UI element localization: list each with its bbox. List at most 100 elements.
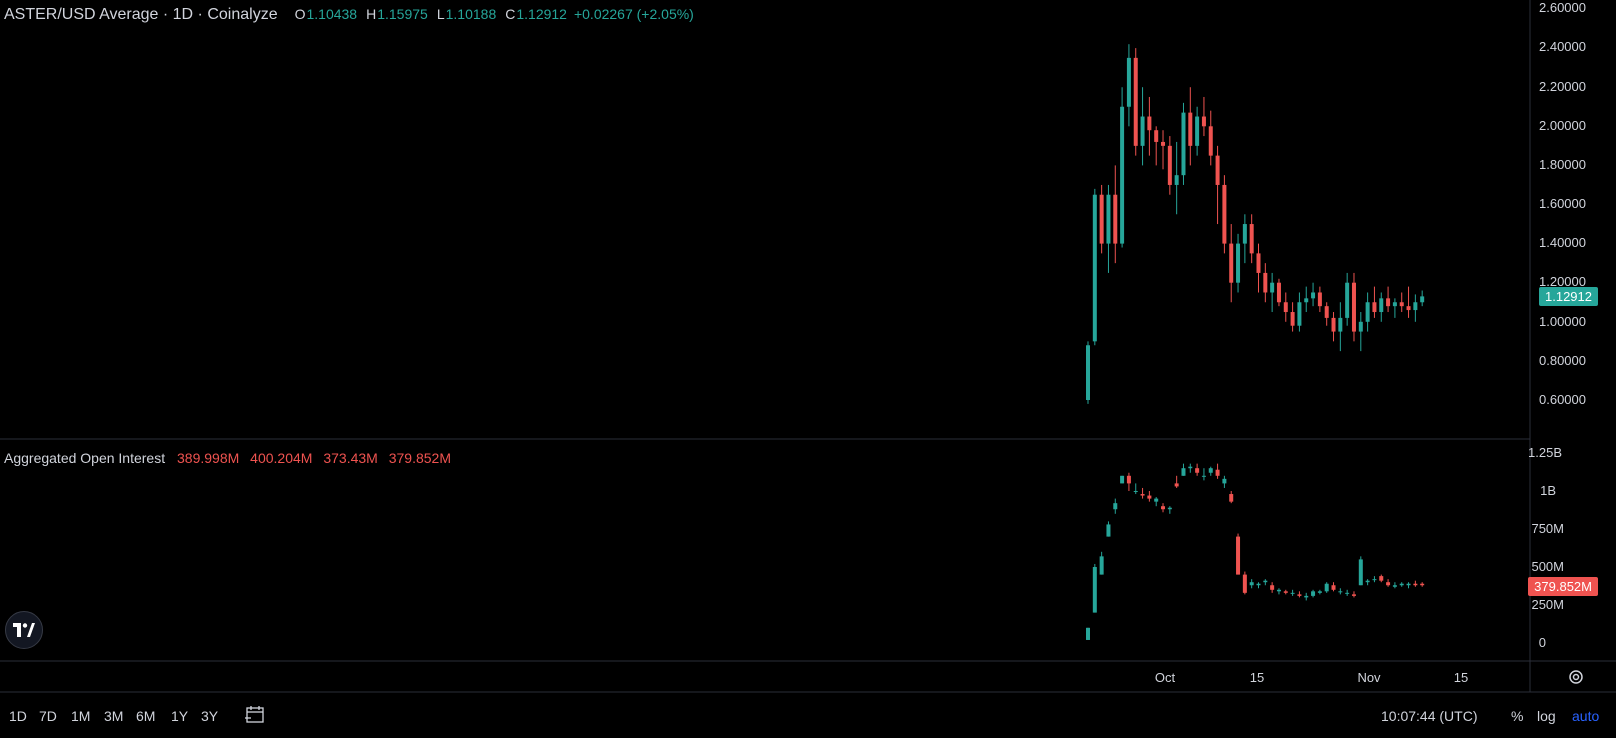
price-candle-body [1420, 296, 1425, 303]
calendar-range-icon[interactable] [244, 705, 266, 725]
range-3y-button[interactable]: 3Y [201, 708, 219, 724]
oi-candle-body [1161, 506, 1166, 510]
low-label: L [436, 6, 445, 22]
price-candle-body [1092, 194, 1097, 342]
auto-scale-toggle[interactable]: auto [1572, 708, 1600, 724]
price-candle-body [1201, 116, 1206, 127]
oi-candle-body [1222, 478, 1227, 484]
oi-candle-body [1140, 494, 1145, 496]
oi-candle-body [1290, 592, 1295, 594]
oi-candle-body [1311, 591, 1316, 596]
percent-scale-toggle[interactable]: % [1511, 708, 1524, 724]
oi-tick: 750M [1531, 521, 1564, 536]
oi-candle-body [1345, 592, 1350, 594]
price-candle-body [1215, 155, 1220, 185]
price-candle-body [1297, 302, 1302, 326]
price-candle-body [1086, 345, 1090, 400]
close-value: 1.12912 [516, 6, 567, 22]
oi-candle-body [1270, 585, 1275, 590]
price-candle-body [1276, 282, 1281, 303]
symbol-title[interactable]: ASTER/USD Average · 1D · Coinalyze [4, 6, 278, 23]
oi-tick: 0 [1538, 635, 1546, 650]
oi-low-value: 373.43M [323, 450, 378, 466]
oi-candle-body [1297, 594, 1302, 596]
price-candle-body [1229, 243, 1234, 283]
range-1d-button[interactable]: 1D [9, 708, 27, 724]
oi-candle-body [1331, 585, 1336, 590]
oi-candle-body [1317, 591, 1322, 593]
range-1y-button[interactable]: 1Y [171, 708, 189, 724]
oi-candle-body [1181, 468, 1186, 476]
oi-close-value: 379.852M [388, 450, 451, 466]
price-candle-body [1413, 302, 1418, 311]
price-tick: 0.80000 [1539, 353, 1586, 368]
price-candle-body [1133, 57, 1138, 146]
oi-title[interactable]: Aggregated Open Interest [4, 450, 166, 466]
price-candle-body [1331, 317, 1336, 332]
range-3m-button[interactable]: 3M [104, 708, 124, 724]
price-candle-body [1120, 106, 1125, 244]
price-tick: 1.00000 [1539, 314, 1586, 329]
price-candle-body [1140, 116, 1145, 146]
price-candle-body [1358, 321, 1363, 332]
gear-icon[interactable] [1568, 669, 1584, 685]
oi-candle-body [1399, 583, 1404, 586]
price-candle-body [1161, 141, 1166, 146]
price-tick: 1.20000 [1539, 274, 1586, 289]
oi-candle-body [1106, 524, 1111, 537]
oi-candle-body [1249, 582, 1254, 586]
oi-candle-body [1215, 469, 1220, 476]
price-tick: 1.80000 [1539, 157, 1586, 172]
price-candle-body [1317, 292, 1322, 307]
utc-clock[interactable]: 10:07:44 (UTC) [1381, 708, 1478, 724]
oi-candle-body [1167, 507, 1172, 510]
price-candle-body [1181, 112, 1186, 176]
oi-candle-body [1372, 579, 1377, 581]
price-candle-body [1174, 175, 1179, 185]
price-candle-body [1106, 194, 1111, 244]
price-candle-body [1263, 272, 1268, 293]
price-candle-body [1372, 302, 1377, 313]
oi-tick: 500M [1531, 559, 1564, 574]
oi-candle-body [1351, 594, 1356, 596]
oi-candle-body [1338, 591, 1343, 593]
last-oi-badge: 379.852M [1528, 577, 1598, 596]
oi-candle-body [1386, 582, 1391, 586]
oi-candle-body [1099, 556, 1104, 575]
high-label: H [366, 6, 377, 22]
price-candles [1086, 44, 1425, 404]
low-value: 1.10188 [445, 6, 497, 22]
log-scale-toggle[interactable]: log [1537, 708, 1556, 724]
open-label: O [294, 6, 306, 22]
price-tick: 2.40000 [1539, 39, 1586, 54]
time-tick: Nov [1357, 670, 1381, 685]
oi-candle-body [1120, 475, 1125, 484]
tradingview-logo-icon[interactable] [5, 611, 43, 649]
price-candle-body [1365, 302, 1370, 322]
oi-candle-body [1276, 589, 1281, 592]
last-price-badge: 1.12912 [1539, 287, 1598, 306]
range-1m-button[interactable]: 1M [71, 708, 91, 724]
price-candle-body [1222, 184, 1227, 244]
high-value: 1.15975 [377, 6, 428, 22]
time-tick: 15 [1453, 670, 1469, 685]
oi-candle-body [1174, 483, 1179, 487]
price-candle-body [1249, 224, 1254, 254]
price-candle-body [1311, 292, 1316, 299]
open-interest-candles [1086, 463, 1425, 640]
oi-candle-body [1133, 491, 1138, 492]
price-candle-body [1099, 194, 1104, 244]
oi-candle-body [1242, 574, 1247, 593]
time-tick: Oct [1154, 670, 1176, 685]
oi-tick: 1.25B [1528, 445, 1562, 460]
oi-candle-body [1113, 503, 1118, 510]
range-6m-button[interactable]: 6M [136, 708, 156, 724]
oi-candle-body [1420, 583, 1425, 586]
price-candle-body [1304, 298, 1309, 303]
price-candle-body [1324, 306, 1329, 318]
price-candle-body [1195, 116, 1200, 146]
oi-tick: 1B [1540, 483, 1556, 498]
price-candle-body [1256, 253, 1261, 273]
range-7d-button[interactable]: 7D [39, 708, 57, 724]
